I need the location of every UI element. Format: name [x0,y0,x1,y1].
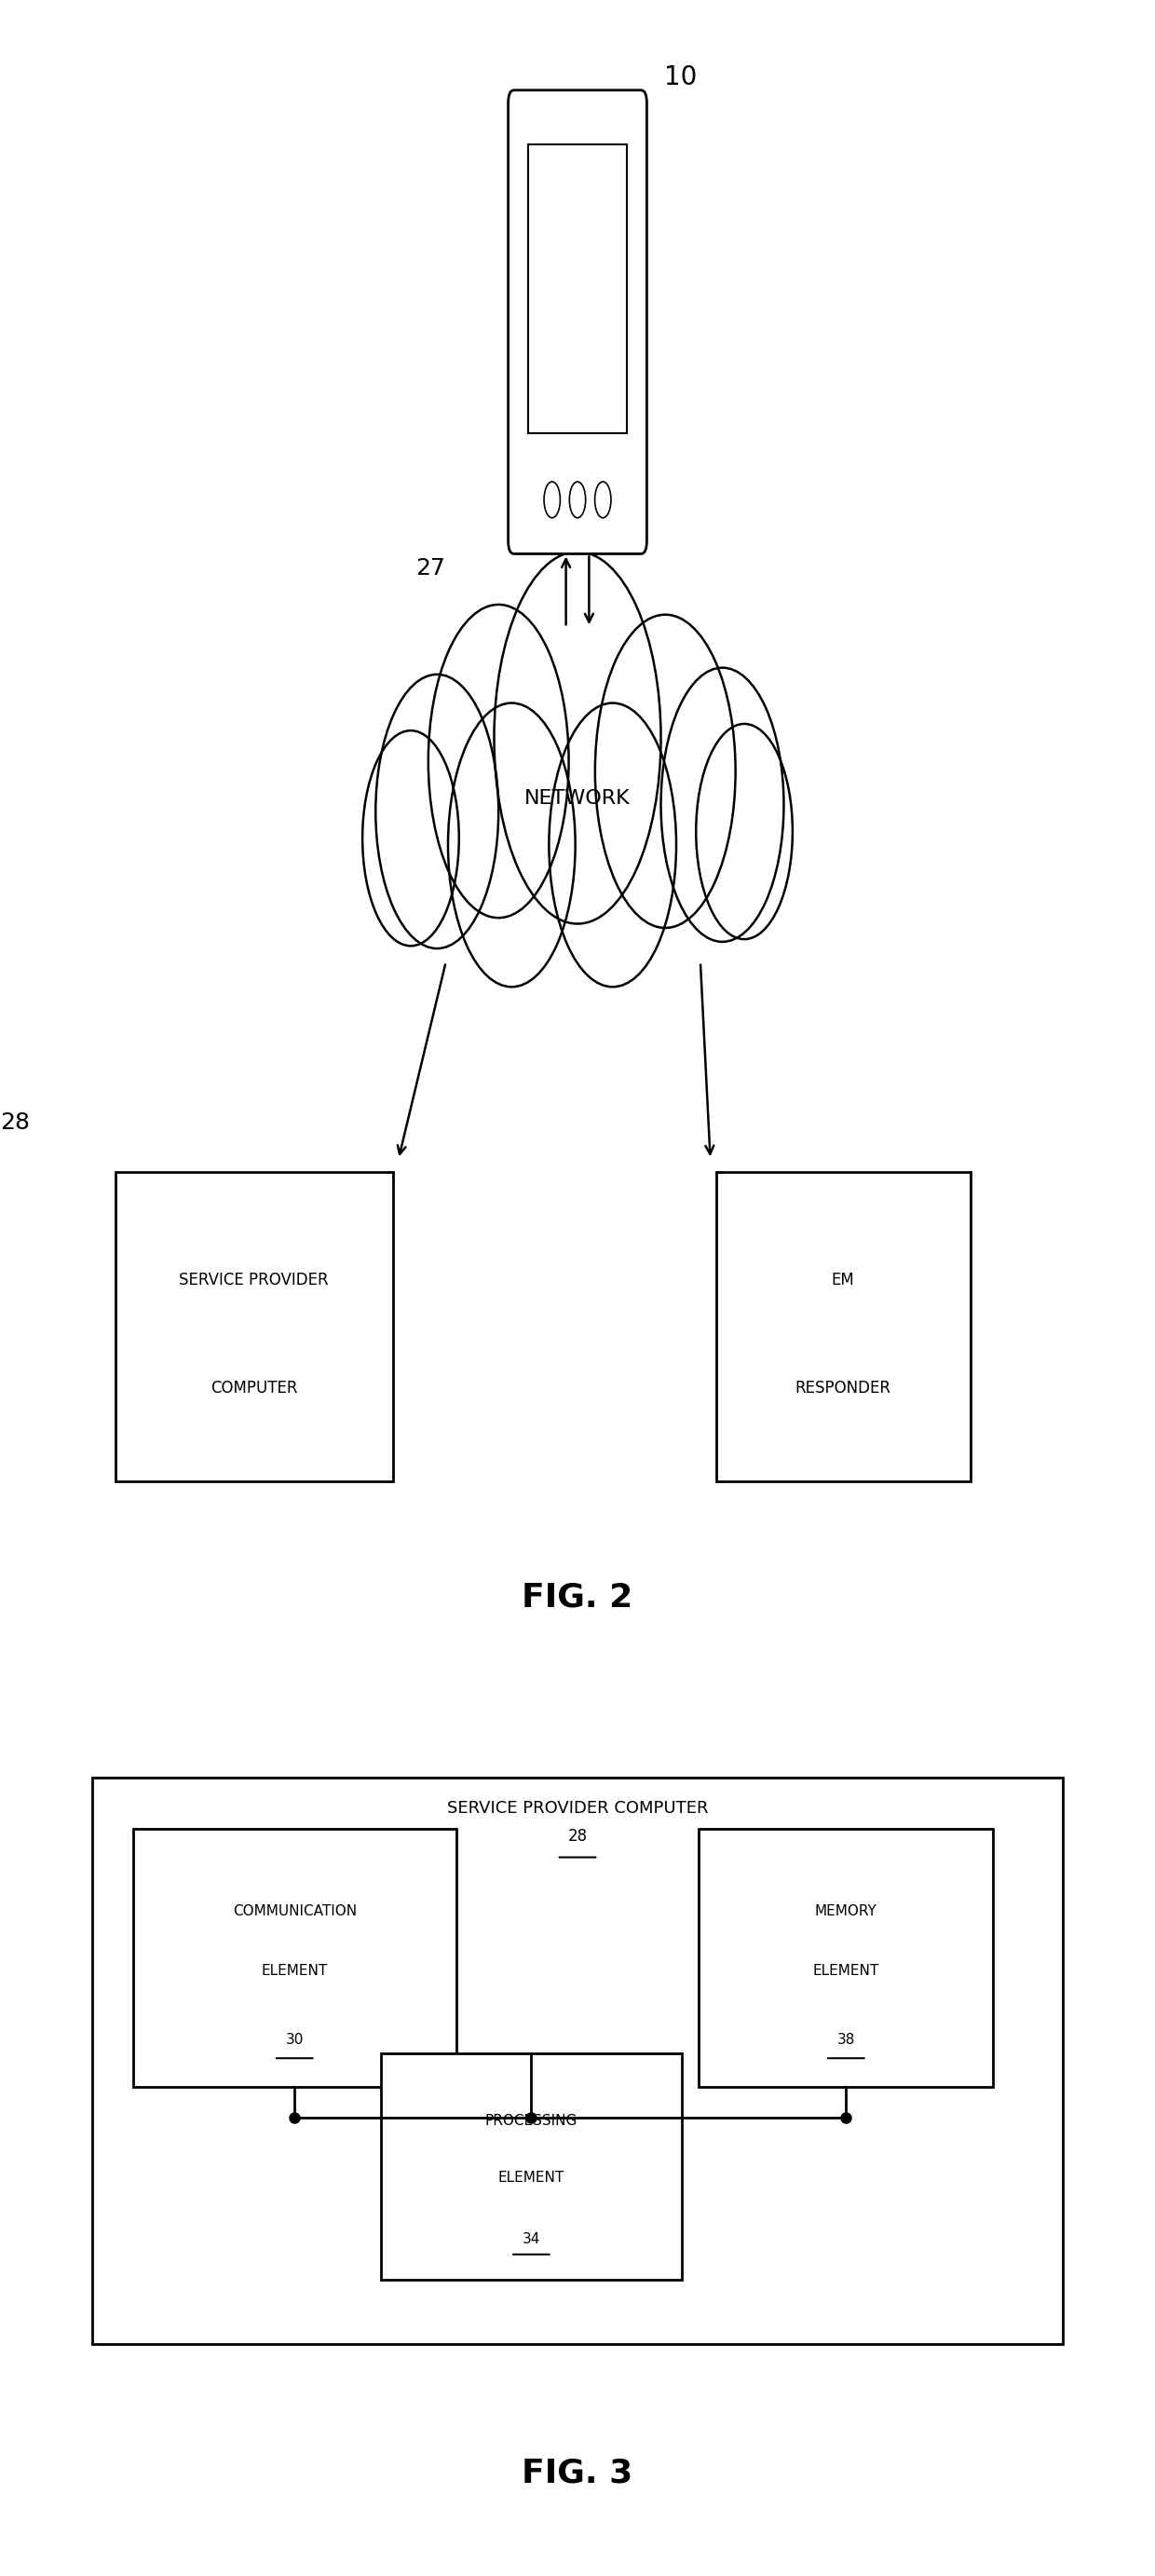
Text: COMMUNICATION: COMMUNICATION [232,1904,357,1919]
FancyBboxPatch shape [528,144,627,433]
Circle shape [549,703,677,987]
Text: MEMORY: MEMORY [815,1904,877,1919]
Text: 30: 30 [285,2032,304,2048]
Text: NETWORK: NETWORK [524,788,631,809]
Text: ELEMENT: ELEMENT [261,1963,328,1978]
Text: PROCESSING: PROCESSING [485,2115,578,2128]
Text: 10: 10 [664,64,698,90]
Text: FIG. 2: FIG. 2 [522,1582,633,1613]
Text: 27: 27 [416,556,446,580]
Text: EM: EM [832,1273,855,1288]
Text: FIG. 3: FIG. 3 [522,2458,633,2488]
FancyBboxPatch shape [699,1829,993,2087]
FancyBboxPatch shape [116,1172,393,1481]
Text: 28: 28 [567,1829,588,1844]
Circle shape [363,732,459,945]
Polygon shape [446,752,709,871]
FancyBboxPatch shape [716,1172,970,1481]
FancyBboxPatch shape [92,1777,1063,2344]
Circle shape [429,605,568,917]
Text: ELEMENT: ELEMENT [498,2172,565,2184]
Circle shape [375,675,499,948]
Text: ELEMENT: ELEMENT [813,1963,879,1978]
FancyBboxPatch shape [508,90,647,554]
FancyBboxPatch shape [133,1829,456,2087]
Circle shape [494,551,661,925]
Text: SERVICE PROVIDER: SERVICE PROVIDER [179,1273,329,1288]
Circle shape [448,703,575,987]
Circle shape [696,724,792,940]
Circle shape [595,616,736,927]
Text: 34: 34 [522,2231,541,2246]
FancyBboxPatch shape [381,2053,681,2280]
Text: 28: 28 [0,1110,30,1133]
Text: 38: 38 [837,2032,855,2048]
Text: COMPUTER: COMPUTER [210,1381,298,1396]
Text: SERVICE PROVIDER COMPUTER: SERVICE PROVIDER COMPUTER [447,1801,708,1816]
Text: RESPONDER: RESPONDER [795,1381,892,1396]
Circle shape [661,667,784,943]
